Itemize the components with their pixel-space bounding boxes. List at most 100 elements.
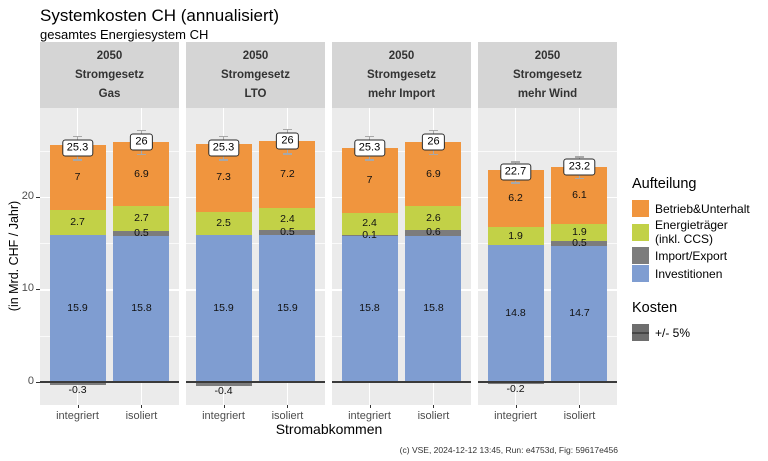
bar-segment-value: 7.3 xyxy=(216,171,231,184)
error-bar-cap xyxy=(282,153,292,155)
gridline-major xyxy=(186,289,325,291)
y-tick-label: 10 xyxy=(21,282,34,295)
bar-segment-value: 6.9 xyxy=(134,167,149,180)
error-bar-cap xyxy=(73,136,83,138)
x-tick-label: integriert xyxy=(348,410,391,422)
bar-segment-value: 15.9 xyxy=(67,301,88,314)
bar-segment-energietr-ger-inkl-ccs xyxy=(405,206,462,231)
gridline-minor xyxy=(40,150,179,152)
error-bar-cap xyxy=(428,130,438,132)
bar-segment-energietr-ger-inkl-ccs xyxy=(551,223,608,242)
gridline-major xyxy=(40,289,179,291)
zero-line xyxy=(40,380,179,383)
bar-segment-value: 15.8 xyxy=(131,302,152,315)
facet-strip: 2050 Stromgesetz mehr Wind xyxy=(478,42,617,108)
bar-segment-value: 0.5 xyxy=(572,237,587,250)
x-tick-mark xyxy=(141,405,143,408)
legend-item-import-export: Import/Export xyxy=(632,247,766,264)
bar-segment-energietr-ger-inkl-ccs xyxy=(487,227,544,245)
bar-segment-import-export xyxy=(341,234,398,236)
legend-swatch xyxy=(632,200,649,217)
bar-segment-value: 7 xyxy=(74,170,81,183)
bar-segment-value: 14.8 xyxy=(505,306,526,319)
facet-strip-label: 2050 xyxy=(96,49,123,62)
gridline-major xyxy=(478,196,617,199)
x-tick-mark xyxy=(579,405,581,408)
gridline-major xyxy=(332,289,471,291)
y-tick-label: 0 xyxy=(27,374,34,387)
bar-total-label: 25.3 xyxy=(353,139,386,157)
bar-total-label: 26 xyxy=(422,133,445,151)
bar-segment-value: 0.5 xyxy=(280,225,295,238)
gridline-major xyxy=(186,196,325,199)
facet-strip-label: 2050 xyxy=(388,49,415,62)
bar-total-label: 25.3 xyxy=(61,139,94,157)
facet-strip: 2050 Stromgesetz Gas xyxy=(40,42,179,108)
legend-item-betrieb-unterhalt: Betrieb&Unterhalt xyxy=(632,200,766,217)
legend-kosten-title: Kosten xyxy=(632,300,678,316)
bar-segment-investitionen xyxy=(341,235,398,382)
error-bar-cap xyxy=(136,130,146,132)
error-bar-cap xyxy=(365,159,375,161)
y-tick-mark xyxy=(36,196,40,198)
facet-panel: 15.9 -0.3 2.7 7 25.3 15.8 0.5 2.7 6.9 26 xyxy=(40,108,179,405)
bar-segment-import-export xyxy=(405,230,462,236)
x-tick-label: integriert xyxy=(56,410,99,422)
bar-segment-import-export xyxy=(259,230,316,235)
bar-segment-investitionen xyxy=(49,234,106,382)
bar-segment-value: 1.9 xyxy=(508,229,523,242)
legend-swatch xyxy=(632,247,649,264)
bar-segment-value: 7.2 xyxy=(280,168,295,181)
bar-segment-value: 6.9 xyxy=(426,167,441,180)
legend-fill: Aufteilung Betrieb&Unterhalt Energieträge… xyxy=(632,176,766,283)
legend-label: Energieträger (inkl. CCS) xyxy=(655,218,728,246)
zero-line xyxy=(478,380,617,383)
facet-strip: 2050 Stromgesetz LTO xyxy=(186,42,325,108)
gridline-major xyxy=(478,289,617,291)
x-tick-mark xyxy=(369,405,371,408)
facet-strip-label: Stromgesetz xyxy=(512,68,583,81)
legend-fill-items: Betrieb&Unterhalt Energieträger (inkl. CCS… xyxy=(632,200,766,282)
bar-segment-value: 6.2 xyxy=(508,192,523,205)
bar-segment-value: 0.5 xyxy=(134,226,149,239)
chart-subtitle: gesamtes Energiesystem CH xyxy=(40,27,209,42)
x-tick-mark xyxy=(223,405,225,408)
bar-segment-investitionen xyxy=(487,244,544,382)
bar-total-label: 26 xyxy=(276,132,299,150)
legend-item-errorbar: +/- 5% xyxy=(632,324,766,341)
error-bar-cap xyxy=(511,161,521,163)
facet-strip-label: 2050 xyxy=(242,49,269,62)
error-bar-cap xyxy=(428,154,438,156)
error-bar-cap xyxy=(365,136,375,138)
gridline-major xyxy=(40,196,179,199)
legend-item-energietr-ger: Energieträger (inkl. CCS) xyxy=(632,218,766,246)
x-tick-mark xyxy=(515,405,517,408)
bar-segment-value: 15.8 xyxy=(423,302,444,315)
error-bar-cap xyxy=(574,156,584,158)
gridline-minor xyxy=(40,243,179,244)
bar-segment-value: 2.4 xyxy=(280,212,295,225)
legend-label-line: (inkl. CCS) xyxy=(655,232,714,246)
zero-line xyxy=(332,380,471,383)
legend-label-line: Energieträger xyxy=(655,218,728,232)
error-bar-cap xyxy=(282,129,292,131)
bar-segment-energietr-ger-inkl-ccs xyxy=(195,211,252,235)
bar-segment-value: 2.7 xyxy=(134,212,149,225)
bar-segment-value: -0.2 xyxy=(506,383,525,396)
bar-segment-import-export xyxy=(551,241,608,246)
y-tick-mark xyxy=(36,381,40,383)
bar-segment-value: 2.4 xyxy=(362,217,377,230)
error-bar-cap xyxy=(73,159,83,161)
gridline-minor xyxy=(332,150,471,152)
bar-segment-energietr-ger-inkl-ccs xyxy=(259,207,316,231)
facet-strip-label: LTO xyxy=(244,88,267,101)
legend-label-line: Betrieb&Unterhalt xyxy=(655,201,750,216)
gridline-minor xyxy=(186,335,325,337)
error-bar-cap xyxy=(574,177,584,180)
bar-total-label: 23.2 xyxy=(563,158,596,176)
x-tick-mark xyxy=(433,405,435,408)
gridline-major xyxy=(332,196,471,199)
facet-panel: 15.8 0.1 2.4 7 25.3 15.8 0.6 2.6 6.9 26 xyxy=(332,108,471,405)
bar-segment-energietr-ger-inkl-ccs xyxy=(113,206,170,232)
